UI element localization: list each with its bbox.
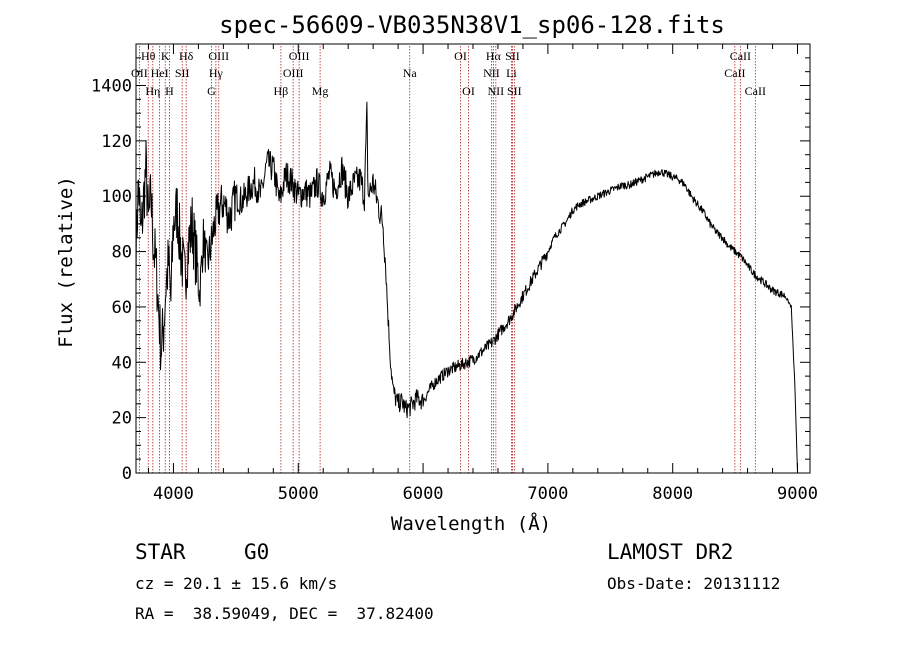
x-tick-label: 9000: [777, 484, 818, 504]
redshift-cz: cz = 20.1 ± 15.6 km/s: [135, 574, 338, 593]
line-label: Mg: [312, 84, 329, 98]
line-label: Hδ: [179, 49, 194, 63]
coordinates: RA = 38.59049, DEC = 37.82400: [135, 604, 434, 623]
line-label: Hβ: [274, 84, 289, 98]
chart-title: spec-56609-VB035N38V1_sp06-128.fits: [219, 11, 725, 39]
line-label: CaII: [745, 84, 766, 98]
line-label: SII: [175, 66, 190, 80]
y-tick-label: 60: [112, 298, 132, 318]
line-label: Hθ: [141, 49, 156, 63]
x-tick-label: 4000: [153, 484, 194, 504]
x-tick-label: 5000: [278, 484, 319, 504]
object-class: STAR: [135, 540, 186, 564]
line-label: H: [165, 84, 174, 98]
line-label: OI: [462, 84, 475, 98]
x-axis-ticks: 4000 5000 6000 7000 8000 9000: [147, 44, 818, 504]
line-label: SII: [507, 84, 522, 98]
y-tick-label: 100: [101, 187, 132, 207]
x-tick-label: 8000: [652, 484, 693, 504]
y-tick-label: 20: [112, 409, 132, 429]
line-label: K: [161, 49, 170, 63]
y-tick-label: 40: [112, 353, 132, 373]
line-label: SII: [505, 49, 520, 63]
line-label: OIII: [289, 49, 310, 63]
y-tick-label: 0: [122, 464, 132, 484]
line-label: Hγ: [209, 66, 224, 80]
x-tick-label: 7000: [527, 484, 568, 504]
plot-area: [135, 43, 811, 474]
line-label: OII: [131, 66, 148, 80]
y-axis-label: Flux (relative): [55, 176, 77, 348]
line-label: OIII: [283, 66, 304, 80]
line-label: HeI: [151, 66, 169, 80]
line-label: G: [207, 84, 216, 98]
y-axis-ticks: 0 20 40 60 80 100 120 1400: [91, 57, 810, 484]
line-label: CaII: [730, 49, 751, 63]
x-axis-label: Wavelength (Å): [391, 512, 551, 535]
line-label: NII: [483, 66, 500, 80]
x-tick-label: 6000: [403, 484, 444, 504]
y-tick-label: 80: [112, 243, 132, 263]
y-tick-label: 1400: [91, 77, 132, 97]
spectral-line-markers: [138, 46, 756, 473]
line-label: OIII: [208, 49, 229, 63]
line-label: OI: [454, 49, 467, 63]
line-label: CaII: [724, 66, 745, 80]
plot-frame: [135, 43, 811, 474]
line-label: Na: [403, 66, 418, 80]
object-subclass: G0: [244, 540, 270, 564]
spectrum-line: [135, 101, 798, 474]
line-label: Hα: [486, 49, 502, 63]
line-label: Hη: [145, 84, 160, 98]
line-label: Li: [506, 66, 517, 80]
line-label: NII: [488, 84, 505, 98]
y-tick-label: 120: [101, 132, 132, 152]
survey-name: LAMOST DR2: [607, 540, 734, 564]
observation-date: Obs-Date: 20131112: [607, 574, 781, 593]
